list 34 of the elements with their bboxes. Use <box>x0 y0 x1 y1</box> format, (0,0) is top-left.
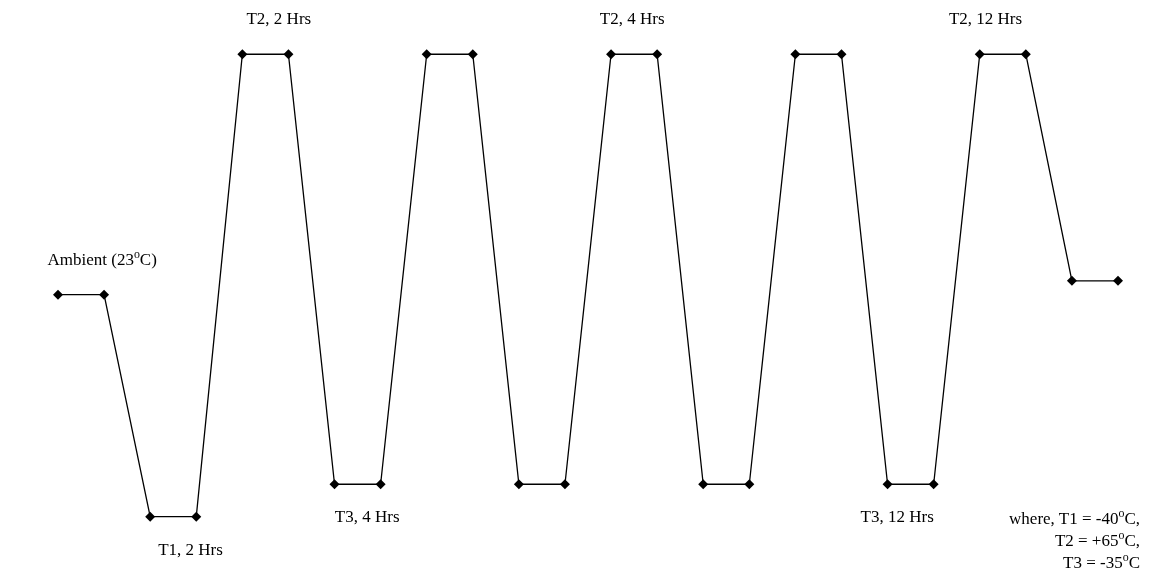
text: T3 = -35$^{o}$C <box>1063 550 1140 572</box>
point <box>559 479 570 490</box>
point <box>375 479 386 490</box>
point <box>329 479 340 490</box>
text: T2, 4 Hrs <box>599 9 665 29</box>
text: T2, 2 Hrs <box>246 9 312 29</box>
point <box>99 289 110 300</box>
point <box>467 49 478 60</box>
point <box>1020 49 1031 60</box>
point <box>1066 275 1077 286</box>
point <box>652 49 663 60</box>
point <box>145 511 156 522</box>
point <box>974 49 985 60</box>
point <box>790 49 801 60</box>
point <box>53 289 63 300</box>
point <box>513 479 524 490</box>
point <box>1113 275 1123 286</box>
point <box>836 49 847 60</box>
point <box>882 479 893 490</box>
point <box>928 479 939 490</box>
point <box>698 479 709 490</box>
point <box>191 511 202 522</box>
annotation: T3, 12 Hrs <box>860 507 934 527</box>
text: T1, 2 Hrs <box>158 539 223 559</box>
annotation: where, T1 = -40$^{o}$C, <box>1009 506 1140 528</box>
point <box>283 49 294 60</box>
point <box>744 479 755 490</box>
point <box>606 49 617 60</box>
point <box>421 49 432 60</box>
text: T2 = +65$^{o}$C, <box>1054 528 1140 550</box>
point <box>237 49 248 60</box>
annotation: Ambient (23$^{o}$C) <box>47 246 157 269</box>
text: T2, 12 Hrs <box>948 9 1023 29</box>
annotation: T3, 4 Hrs <box>334 507 400 527</box>
